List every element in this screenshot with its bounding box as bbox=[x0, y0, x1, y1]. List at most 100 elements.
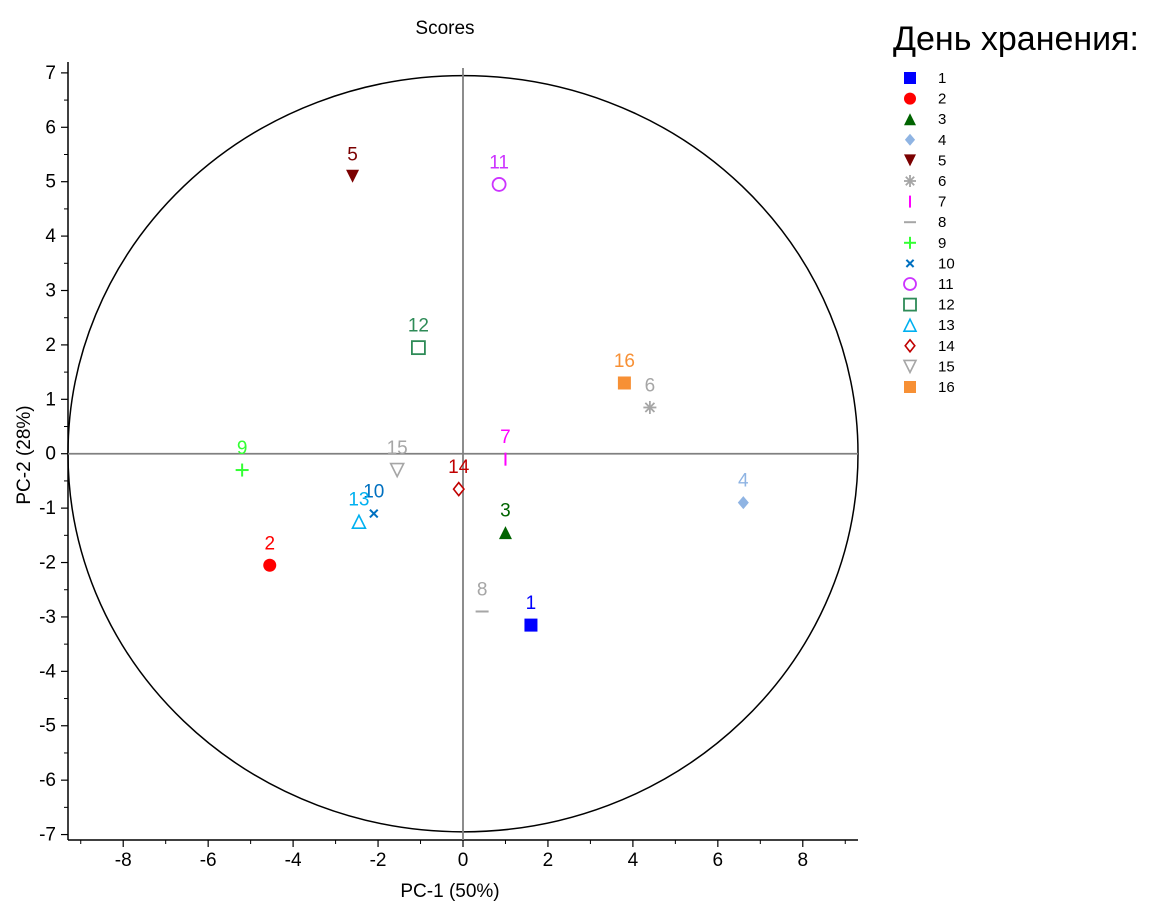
y-tick-label: -2 bbox=[39, 553, 56, 574]
legend-item-14: 14 bbox=[904, 338, 955, 355]
legend-item-1: 1 bbox=[904, 70, 946, 87]
marker-shape bbox=[905, 259, 915, 268]
data-point-7: 7 bbox=[500, 427, 511, 466]
x-tick-label: -8 bbox=[115, 850, 132, 871]
marker-shape bbox=[904, 154, 916, 167]
marker-shape bbox=[351, 513, 367, 530]
y-tick-label: -4 bbox=[39, 661, 56, 682]
point-label-13: 13 bbox=[348, 490, 369, 511]
point-label-3: 3 bbox=[500, 501, 511, 522]
data-point-8: 8 bbox=[475, 579, 489, 613]
data-point-11: 11 bbox=[489, 152, 509, 192]
marker-shape bbox=[904, 133, 916, 146]
legend-label-6: 6 bbox=[938, 173, 946, 190]
marker-shape bbox=[491, 177, 507, 192]
point-label-12: 12 bbox=[408, 316, 429, 337]
legend-label-3: 3 bbox=[938, 111, 946, 128]
point-label-8: 8 bbox=[477, 579, 488, 600]
chart-title: Scores bbox=[415, 18, 474, 39]
marker-shape bbox=[904, 338, 916, 354]
legend-label-7: 7 bbox=[938, 194, 946, 211]
legend-item-6: 6 bbox=[904, 173, 946, 190]
y-tick-label: 7 bbox=[45, 63, 56, 84]
legend-label-2: 2 bbox=[938, 91, 946, 108]
y-tick-label: -1 bbox=[39, 498, 56, 519]
marker-shape bbox=[902, 359, 918, 375]
marker-shape bbox=[411, 340, 426, 356]
legend-item-8: 8 bbox=[904, 214, 946, 231]
marker-shape bbox=[389, 462, 405, 479]
marker-shape bbox=[644, 402, 656, 413]
marker-shape bbox=[369, 508, 379, 519]
legend-item-16: 16 bbox=[904, 379, 955, 396]
x-tick-label: 8 bbox=[797, 850, 808, 871]
y-tick-label: -7 bbox=[39, 825, 56, 846]
y-tick-label: 4 bbox=[45, 226, 56, 247]
data-point-2: 2 bbox=[263, 533, 277, 572]
legend-label-12: 12 bbox=[938, 297, 955, 314]
point-label-6: 6 bbox=[645, 375, 656, 396]
legend-label-15: 15 bbox=[938, 358, 955, 375]
marker-shape bbox=[905, 176, 915, 186]
legend-label-11: 11 bbox=[938, 276, 954, 293]
x-tick-label: 2 bbox=[543, 850, 554, 871]
data-point-12: 12 bbox=[408, 316, 429, 356]
data-point-3: 3 bbox=[498, 501, 512, 540]
y-tick-label: 6 bbox=[45, 117, 56, 138]
point-label-15: 15 bbox=[387, 438, 408, 459]
legend-label-1: 1 bbox=[938, 70, 946, 87]
marker-shape bbox=[904, 92, 916, 105]
x-axis-title: PC-1 (50%) bbox=[400, 881, 499, 901]
legend-title: День хранения: bbox=[893, 20, 1139, 58]
point-label-9: 9 bbox=[237, 438, 248, 459]
marker-shape bbox=[524, 618, 538, 632]
marker-shape bbox=[346, 169, 360, 183]
x-tick-label: -6 bbox=[200, 850, 217, 871]
legend-item-10: 10 bbox=[905, 255, 955, 272]
y-tick-label: 2 bbox=[45, 335, 56, 356]
legend-item-2: 2 bbox=[904, 91, 946, 108]
legend-label-9: 9 bbox=[938, 235, 946, 252]
data-point-14: 14 bbox=[448, 457, 470, 497]
legend-item-13: 13 bbox=[902, 317, 955, 334]
data-point-4: 4 bbox=[737, 471, 749, 510]
point-label-10: 10 bbox=[363, 482, 384, 503]
x-tick-label: -4 bbox=[285, 850, 302, 871]
point-label-16: 16 bbox=[614, 351, 635, 372]
marker-shape bbox=[904, 381, 916, 393]
data-point-13: 13 bbox=[348, 490, 370, 530]
data-point-9: 9 bbox=[235, 438, 249, 477]
point-label-14: 14 bbox=[448, 457, 470, 478]
data-point-1: 1 bbox=[524, 593, 538, 632]
legend-label-16: 16 bbox=[938, 379, 955, 396]
data-point-15: 15 bbox=[387, 438, 408, 479]
legend-item-4: 4 bbox=[904, 132, 946, 149]
data-point-10: 10 bbox=[363, 482, 384, 519]
y-axis-title: PC-2 (28%) bbox=[14, 405, 35, 504]
y-tick-label: -6 bbox=[39, 770, 56, 791]
x-tick-label: -2 bbox=[370, 850, 387, 871]
legend-item-9: 9 bbox=[904, 235, 946, 252]
legend-item-11: 11 bbox=[903, 276, 954, 293]
marker-shape bbox=[904, 72, 916, 84]
legend-label-8: 8 bbox=[938, 214, 946, 231]
legend-item-12: 12 bbox=[903, 297, 955, 314]
y-tick-label: -5 bbox=[39, 716, 56, 737]
point-label-5: 5 bbox=[347, 144, 358, 165]
data-point-5: 5 bbox=[346, 144, 360, 183]
marker-shape bbox=[904, 113, 916, 126]
point-label-11: 11 bbox=[489, 152, 509, 173]
point-label-4: 4 bbox=[738, 471, 749, 492]
data-point-6: 6 bbox=[643, 375, 657, 414]
legend-label-5: 5 bbox=[938, 152, 946, 169]
marker-shape bbox=[903, 297, 917, 312]
legend-label-14: 14 bbox=[938, 338, 955, 355]
legend-label-4: 4 bbox=[938, 132, 946, 149]
legend-item-15: 15 bbox=[902, 358, 955, 375]
legend-label-10: 10 bbox=[938, 255, 955, 272]
marker-shape bbox=[617, 376, 631, 390]
marker-shape bbox=[903, 277, 917, 291]
y-tick-label: 5 bbox=[45, 172, 56, 193]
